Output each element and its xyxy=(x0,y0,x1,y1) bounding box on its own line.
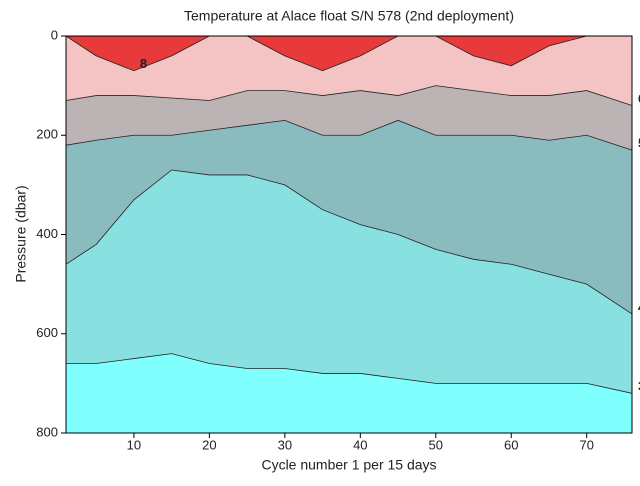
x-tick-label: 30 xyxy=(278,437,292,452)
x-tick-label: 70 xyxy=(579,437,593,452)
contour-label: 6 xyxy=(638,91,640,106)
contour-line xyxy=(65,85,633,106)
contour-line xyxy=(65,169,633,315)
x-tick-label: 10 xyxy=(127,437,141,452)
contour-label: 4 xyxy=(638,299,640,314)
contour-line xyxy=(66,353,633,394)
chart-title: Temperature at Alace float S/N 578 (2nd … xyxy=(184,8,514,24)
x-tick-label: 20 xyxy=(202,437,216,452)
contour-label: 5 xyxy=(638,136,640,151)
contour-label: 8 xyxy=(140,56,147,71)
contour-label: 3 xyxy=(638,379,640,394)
y-tick-label: 400 xyxy=(36,226,58,241)
contour-band xyxy=(66,36,632,71)
x-tick-label: 50 xyxy=(429,437,443,452)
y-tick-label: 800 xyxy=(36,424,58,439)
x-tick-label: 40 xyxy=(353,437,367,452)
y-tick-label: 600 xyxy=(36,325,58,340)
y-tick-label: 0 xyxy=(51,27,58,42)
contour-line xyxy=(65,119,633,151)
y-axis-label: Pressure (dbar) xyxy=(13,185,29,282)
y-tick-label: 200 xyxy=(36,127,58,142)
x-tick-label: 60 xyxy=(504,437,518,452)
contour-line xyxy=(65,35,632,72)
x-axis-label: Cycle number 1 per 15 days xyxy=(261,457,436,473)
